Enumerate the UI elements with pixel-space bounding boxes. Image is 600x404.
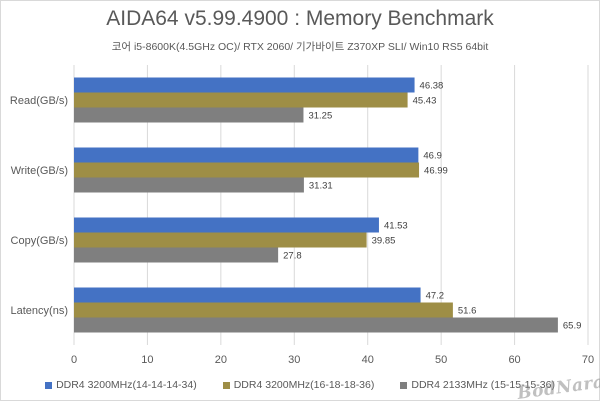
- legend-item: DDR4 3200MHz(14-14-14-34): [45, 379, 197, 391]
- data-label: 46.9: [423, 151, 442, 162]
- legend-swatch: [45, 381, 53, 389]
- bar: [74, 77, 415, 93]
- bar: [74, 247, 279, 263]
- data-label: 31.25: [308, 111, 332, 122]
- legend-swatch: [400, 381, 408, 389]
- bar: [74, 92, 408, 108]
- bar: [74, 217, 379, 233]
- chart-subtitle: 코어 i5-8600K(4.5GHz OC)/ RTX 2060/ 기가바이트 …: [111, 41, 489, 53]
- x-tick-label: 10: [141, 354, 153, 366]
- x-tick-label: 20: [215, 354, 227, 366]
- bar: [74, 302, 453, 318]
- data-label: 39.85: [372, 236, 396, 247]
- data-label: 41.53: [384, 221, 408, 232]
- legend-label: DDR4 3200MHz(14-14-14-34): [56, 379, 197, 391]
- bar: [74, 317, 558, 333]
- legend-label: DDR4 3200MHz(16-18-18-36): [233, 379, 375, 391]
- bar: [74, 147, 419, 163]
- chart-legend: DDR4 3200MHz(14-14-14-34) DDR4 3200MHz(16…: [1, 379, 599, 391]
- bar: [74, 177, 304, 193]
- data-label: 46.99: [424, 166, 448, 177]
- x-tick-label: 50: [435, 354, 447, 366]
- bar: [74, 287, 421, 303]
- category-label: Write(GB/s): [11, 165, 68, 177]
- data-label: 47.2: [426, 291, 445, 302]
- data-label: 51.6: [458, 306, 477, 317]
- chart-title: AIDA64 v5.99.4900 : Memory Benchmark: [106, 7, 494, 30]
- category-label: Read(GB/s): [10, 95, 68, 107]
- data-label: 27.8: [283, 251, 302, 262]
- data-label: 45.43: [413, 96, 437, 107]
- x-tick-label: 0: [71, 354, 77, 366]
- bar: [74, 107, 304, 123]
- bar: [74, 162, 420, 178]
- x-tick-label: 30: [288, 354, 300, 366]
- data-label: 46.38: [420, 81, 444, 92]
- category-label: Latency(ns): [11, 305, 68, 317]
- legend-item: DDR4 3200MHz(16-18-18-36): [222, 379, 375, 391]
- x-tick-label: 60: [508, 354, 520, 366]
- bar: [74, 232, 367, 248]
- data-label: 65.9: [563, 321, 582, 332]
- x-tick-label: 70: [582, 354, 594, 366]
- legend-swatch: [222, 381, 230, 389]
- category-label: Copy(GB/s): [11, 235, 68, 247]
- x-tick-label: 40: [362, 354, 374, 366]
- legend-label: DDR4 2133MHz (15-15-15-36): [411, 379, 555, 391]
- data-label: 31.31: [309, 181, 333, 192]
- legend-item: DDR4 2133MHz (15-15-15-36): [400, 379, 555, 391]
